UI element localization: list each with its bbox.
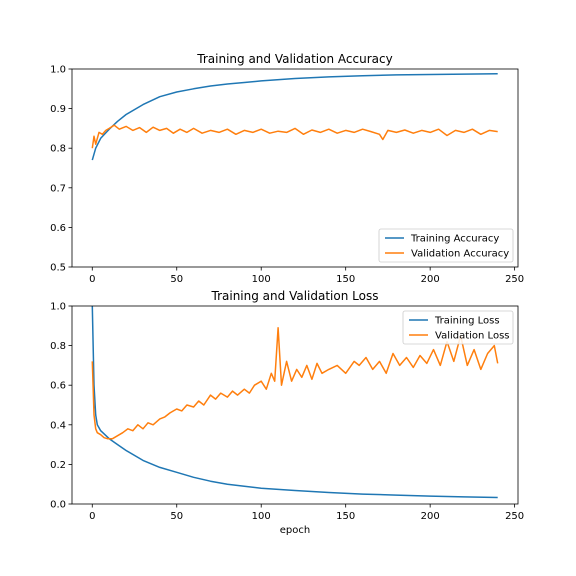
x-tick-label: 0 (89, 511, 95, 522)
loss-chart-axes: 0 50 100 150 200 250 0.0 0.2 0.4 0.6 0.8 1.0 (50, 302, 524, 523)
legend-label-validation-loss: Validation Loss (435, 331, 510, 342)
y-tick-label: 0.7 (50, 183, 66, 194)
y-tick-label: 0.4 (50, 420, 66, 431)
legend-label-training-accuracy: Training Accuracy (410, 234, 499, 245)
y-tick-label: 0.5 (50, 263, 66, 274)
y-tick-label: 0.0 (50, 500, 66, 511)
y-tick-label: 1.0 (50, 302, 66, 313)
loss-chart-marks (91, 306, 499, 499)
x-tick-label: 150 (336, 274, 355, 285)
y-tick-label: 0.2 (50, 460, 66, 471)
y-tick-label: 1.0 (50, 65, 66, 76)
series-line-validation-loss (91, 327, 499, 440)
accuracy-chart-marks (91, 73, 498, 161)
loss-chart-xlabel: epoch (280, 525, 310, 536)
loss-legend-frame (402, 310, 514, 345)
accuracy-chart: Training and Validation Accuracy 0 50 100 1… (50, 52, 524, 285)
y-tick-label: 0.9 (50, 104, 66, 115)
loss-chart-frame (71, 305, 519, 505)
x-tick-label: 250 (505, 274, 524, 285)
accuracy-chart-legend: Training Accuracy Validation Accuracy (378, 228, 514, 263)
accuracy-chart-frame (71, 68, 519, 268)
accuracy-legend-frame (378, 228, 514, 263)
x-tick-label: 50 (170, 274, 183, 285)
y-tick-label: 0.6 (50, 223, 66, 234)
series-line-training-loss (91, 306, 498, 499)
y-tick-label: 0.6 (50, 381, 66, 392)
loss-chart-legend: Training Loss Validation Loss (402, 310, 514, 345)
accuracy-chart-title: Training and Validation Accuracy (196, 52, 392, 66)
x-tick-label: 50 (170, 511, 183, 522)
y-tick-label: 0.8 (50, 144, 66, 155)
x-tick-label: 200 (421, 511, 440, 522)
x-tick-label: 100 (252, 511, 271, 522)
loss-chart: Training and Validation Loss 0 50 100 150 20… (50, 289, 524, 536)
loss-chart-title: Training and Validation Loss (211, 289, 379, 303)
x-tick-label: 150 (336, 511, 355, 522)
legend-label-validation-accuracy: Validation Accuracy (411, 249, 509, 260)
x-tick-label: 200 (421, 274, 440, 285)
accuracy-chart-axes: 0 50 100 150 200 250 0.5 0.6 0.7 0.8 0.9 1.0 (50, 65, 524, 286)
series-line-validation-accuracy (91, 124, 498, 149)
x-tick-label: 250 (505, 511, 524, 522)
x-tick-label: 0 (89, 274, 95, 285)
x-tick-label: 100 (252, 274, 271, 285)
legend-label-training-loss: Training Loss (434, 316, 500, 327)
y-tick-label: 0.8 (50, 341, 66, 352)
